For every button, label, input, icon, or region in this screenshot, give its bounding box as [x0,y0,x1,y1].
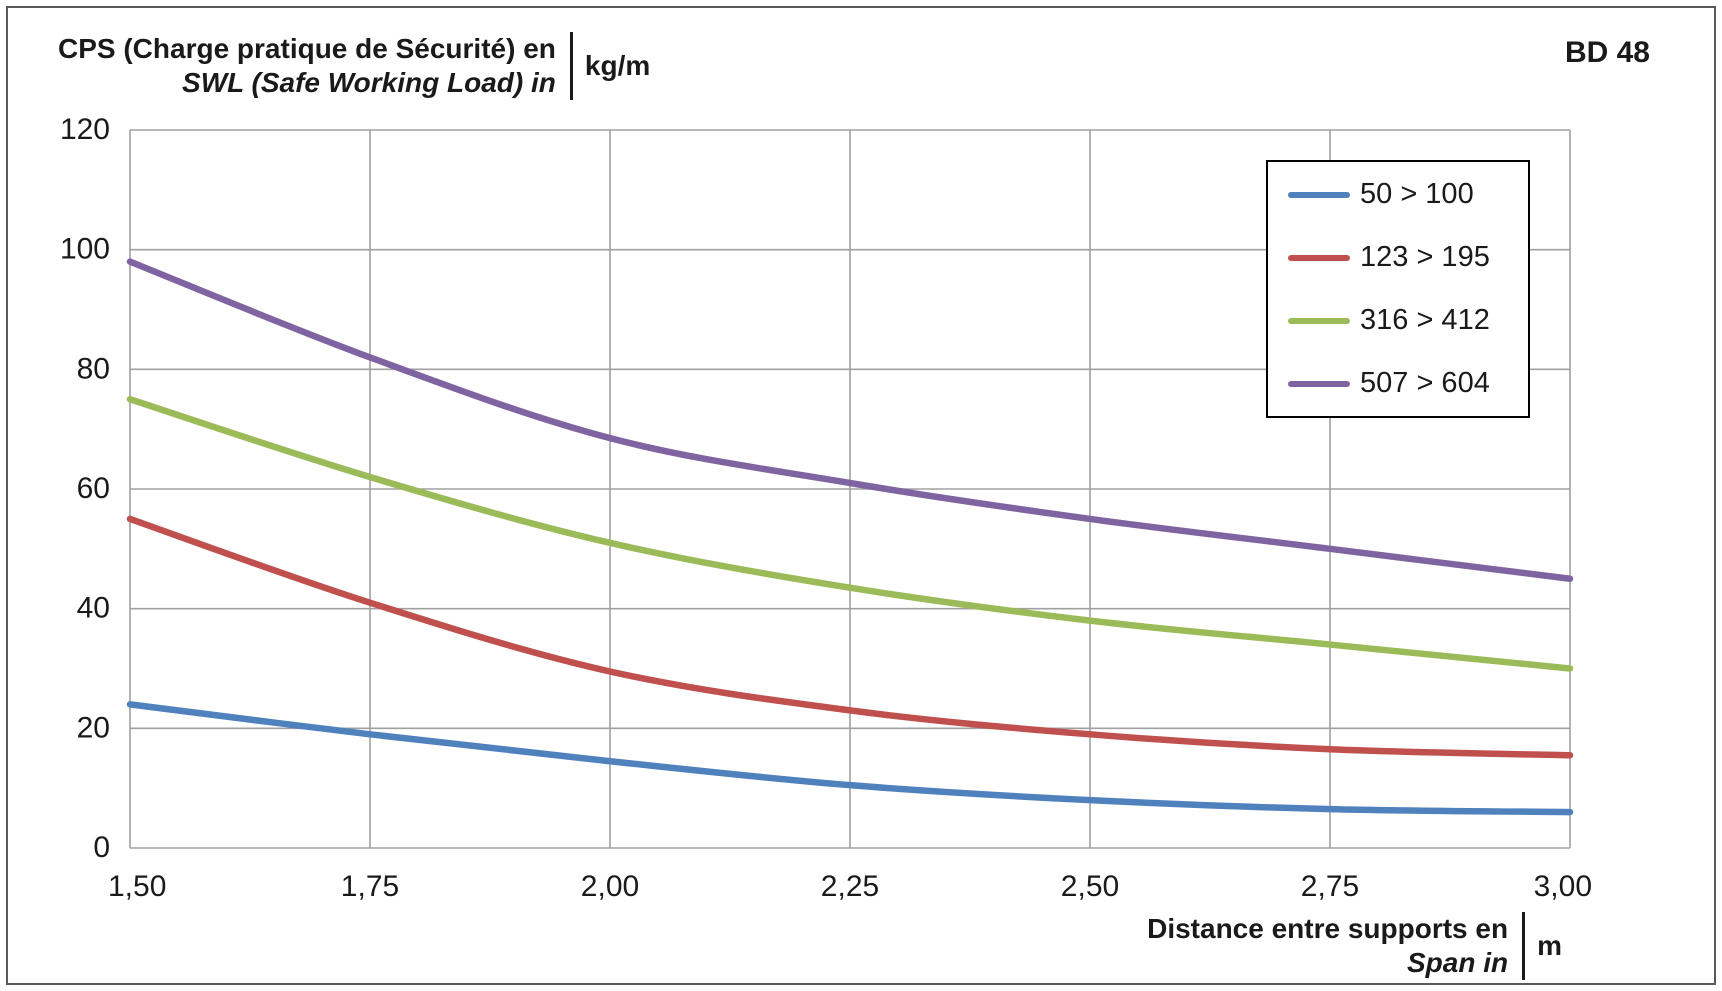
y-tick-label: 100 [60,233,110,266]
x-axis-title-en: Span in [1406,947,1509,979]
y-axis-title-en: SWL (Safe Working Load) in [182,67,556,99]
series-line-50-100 [126,701,1574,816]
x-axis-unit: m [1537,930,1562,962]
legend-line-swatch [1288,317,1350,324]
x-tick-label: 1,50 [108,870,166,903]
y-axis-unit-divider [569,32,573,101]
chart-code-badge: BD 48 [1564,36,1650,69]
legend-line-swatch [1288,380,1350,387]
y-axis-title-fr: CPS (Charge pratique de Sécurité) en [58,33,556,64]
y-axis-unit: kg/m [584,50,651,82]
y-tick-label: 120 [60,113,110,146]
legend-item: 123 > 195 [1288,241,1508,274]
y-tick-label: 60 [77,472,110,505]
y-tick-label: 80 [77,352,110,385]
y-tick-label: 20 [77,711,110,744]
legend-label: 123 > 195 [1360,241,1490,273]
series-line-316-412 [126,396,1574,672]
y-tick-label: 40 [77,592,110,625]
x-tick-label: 2,25 [821,870,879,903]
x-tick-label: 2,00 [581,870,639,903]
y-axis-title: CPS (Charge pratique de Sécurité) en SWL… [58,32,651,101]
legend-label: 507 > 604 [1360,367,1490,399]
x-tick-label: 3,00 [1534,870,1592,903]
legend: 50 > 100 123 > 195 316 > 412 507 > 604 [1266,160,1530,418]
x-tick-label: 2,75 [1301,870,1359,903]
legend-item: 316 > 412 [1288,304,1508,337]
series-line-123-195 [126,515,1574,759]
legend-item: 50 > 100 [1288,178,1508,211]
legend-label: 316 > 412 [1360,304,1490,336]
x-axis-unit-divider [1522,912,1526,981]
x-tick-label: 2,50 [1061,870,1119,903]
x-axis-title-fr: Distance entre supports en [1147,913,1509,944]
legend-item: 507 > 604 [1288,367,1508,400]
y-tick-label: 0 [93,831,110,864]
x-axis-title: Distance entre supports en Span in m [1147,912,1562,981]
series-line-507-604 [126,258,1574,582]
legend-line-swatch [1288,254,1350,261]
x-tick-label: 1,75 [341,870,399,903]
legend-line-swatch [1288,191,1350,198]
legend-label: 50 > 100 [1360,178,1474,210]
